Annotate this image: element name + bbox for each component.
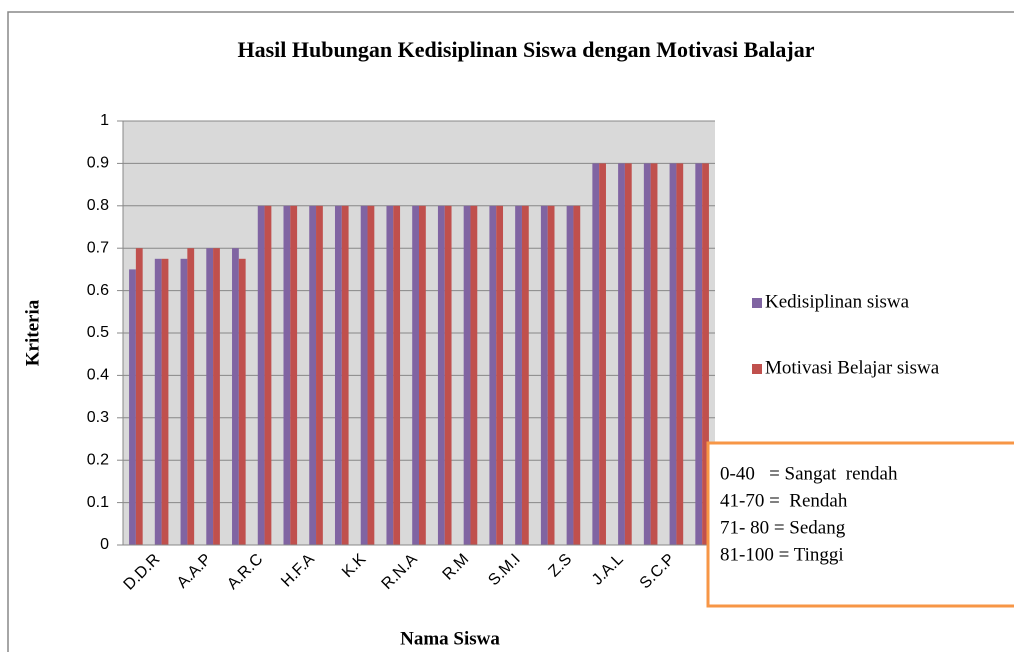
bar xyxy=(592,163,600,545)
bar xyxy=(367,205,375,546)
bar xyxy=(213,248,220,545)
annotation-box xyxy=(706,441,1014,608)
bar xyxy=(154,258,162,545)
y-tick-label: 0.4 xyxy=(87,367,109,384)
y-tick-label: 0.2 xyxy=(87,451,109,468)
annotation-text: 81-100 = Tinggi xyxy=(720,544,844,565)
y-tick-label: 0.8 xyxy=(87,197,109,214)
bar xyxy=(232,248,239,545)
bar xyxy=(135,248,143,545)
bar xyxy=(496,205,504,546)
bar xyxy=(618,163,625,545)
y-tick-label: 0.1 xyxy=(87,494,109,511)
bar xyxy=(573,205,581,546)
bar xyxy=(444,205,452,546)
bar xyxy=(547,205,555,546)
bar xyxy=(393,205,401,546)
bar xyxy=(540,205,548,546)
bar xyxy=(676,163,684,545)
bar xyxy=(702,163,709,545)
bar xyxy=(206,248,214,545)
y-tick-label: 0.6 xyxy=(87,282,109,299)
bar xyxy=(643,163,651,545)
annotation-text: 0-40 = Sangat rendah xyxy=(720,463,898,484)
bar xyxy=(341,205,349,546)
bar xyxy=(257,205,265,546)
y-tick-label: 0.3 xyxy=(87,409,109,426)
bar xyxy=(309,205,317,546)
y-tick-label: 0.5 xyxy=(87,324,109,341)
legend-label: Motivasi Belajar siswa xyxy=(765,357,940,378)
bar xyxy=(290,205,298,546)
bar xyxy=(566,205,574,546)
bar xyxy=(437,205,445,546)
bar xyxy=(360,205,368,546)
y-tick-label: 0.9 xyxy=(87,155,109,172)
y-tick-label: 1 xyxy=(100,112,109,129)
bar xyxy=(187,248,195,545)
annotation-text: 71- 80 = Sedang xyxy=(720,517,846,538)
y-axis-label: Kriteria xyxy=(22,299,43,366)
y-tick-label: 0.7 xyxy=(87,239,109,256)
legend-label: Kedisiplinan siswa xyxy=(765,291,910,312)
bar xyxy=(470,205,478,546)
bar xyxy=(283,205,291,546)
bar xyxy=(624,163,632,545)
bar xyxy=(695,163,703,545)
bar xyxy=(264,205,272,546)
bar xyxy=(129,269,136,545)
bar xyxy=(412,205,419,546)
bar xyxy=(669,163,677,545)
bar xyxy=(161,258,169,545)
y-tick-label: 0 xyxy=(100,536,109,553)
bar xyxy=(238,258,246,545)
bar xyxy=(463,205,471,546)
legend-swatch xyxy=(752,298,762,308)
legend-swatch xyxy=(752,364,762,374)
bar xyxy=(386,205,394,546)
bar xyxy=(180,258,188,545)
bar xyxy=(515,205,522,546)
bar xyxy=(419,205,426,546)
x-axis-label: Nama Siswa xyxy=(400,628,500,649)
bar xyxy=(316,205,323,546)
bar xyxy=(489,205,497,546)
bar xyxy=(521,205,529,546)
bar xyxy=(650,163,658,545)
chart-title: Hasil Hubungan Kedisiplinan Siswa dengan… xyxy=(237,37,814,62)
annotation-text: 41-70 = Rendah xyxy=(720,490,848,511)
bar xyxy=(334,205,342,546)
bar xyxy=(599,163,606,545)
